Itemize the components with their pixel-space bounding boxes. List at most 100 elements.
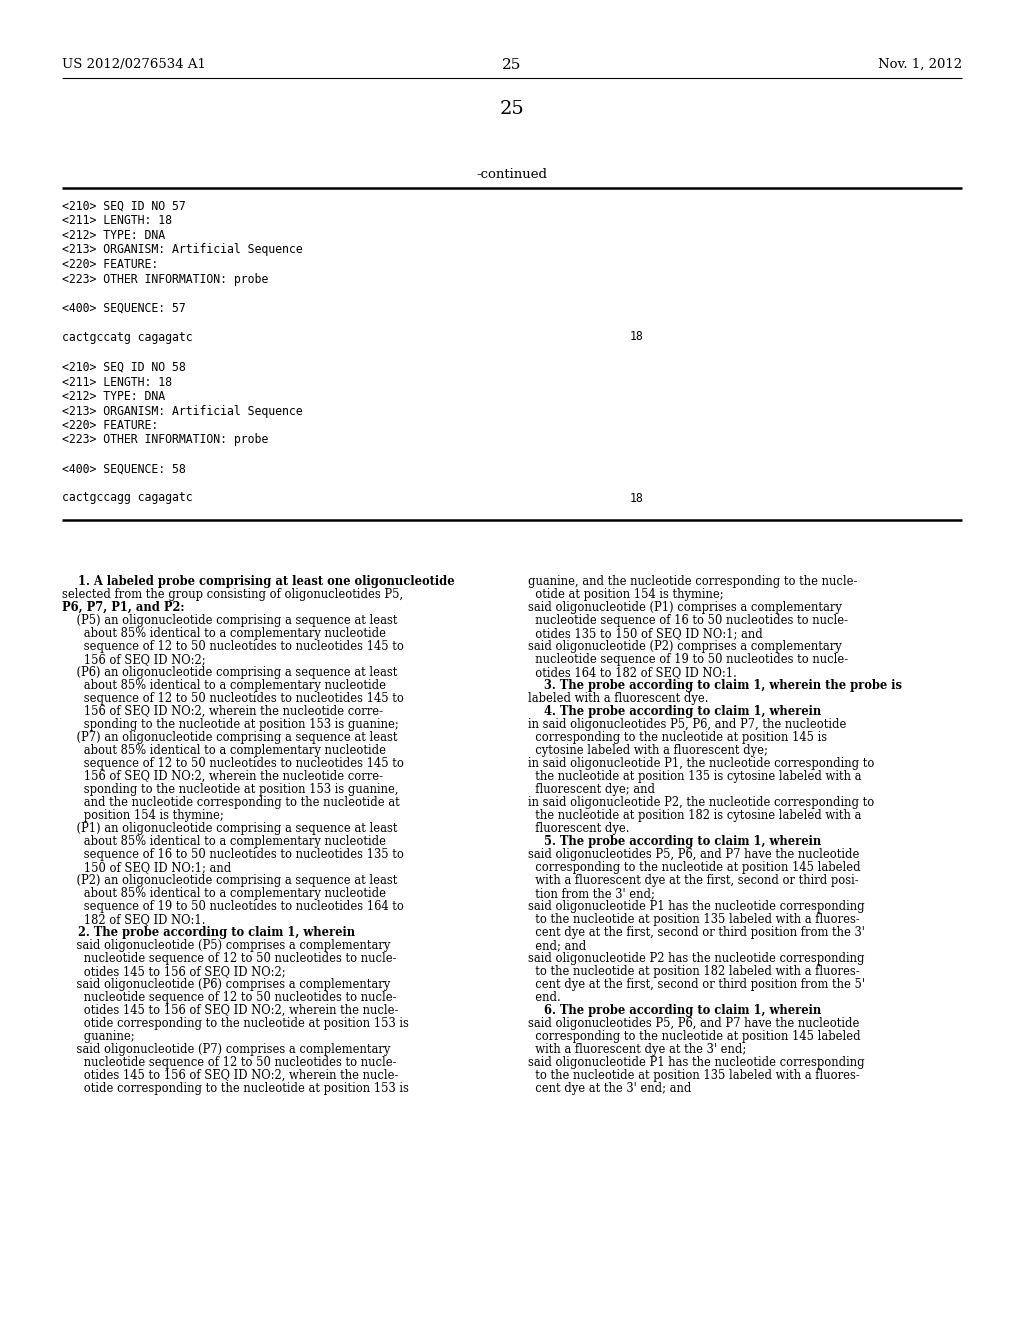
Text: <400> SEQUENCE: 58: <400> SEQUENCE: 58	[62, 462, 185, 475]
Text: sequence of 12 to 50 nucleotides to nucleotides 145 to: sequence of 12 to 50 nucleotides to nucl…	[62, 756, 403, 770]
Text: 182 of SEQ ID NO:1.: 182 of SEQ ID NO:1.	[62, 913, 206, 927]
Text: 18: 18	[630, 491, 644, 504]
Text: guanine;: guanine;	[62, 1030, 134, 1043]
Text: otides 145 to 156 of SEQ ID NO:2, wherein the nucle-: otides 145 to 156 of SEQ ID NO:2, wherei…	[62, 1069, 398, 1082]
Text: the nucleotide at position 135 is cytosine labeled with a: the nucleotide at position 135 is cytosi…	[528, 770, 861, 783]
Text: <210> SEQ ID NO 58: <210> SEQ ID NO 58	[62, 360, 185, 374]
Text: otides 164 to 182 of SEQ ID NO:1.: otides 164 to 182 of SEQ ID NO:1.	[528, 667, 737, 678]
Text: 156 of SEQ ID NO:2, wherein the nucleotide corre-: 156 of SEQ ID NO:2, wherein the nucleoti…	[62, 770, 383, 783]
Text: (P2) an oligonucleotide comprising a sequence at least: (P2) an oligonucleotide comprising a seq…	[62, 874, 397, 887]
Text: with a fluorescent dye at the 3' end;: with a fluorescent dye at the 3' end;	[528, 1043, 746, 1056]
Text: (P5) an oligonucleotide comprising a sequence at least: (P5) an oligonucleotide comprising a seq…	[62, 614, 397, 627]
Text: 3. The probe according to claim 1, wherein the probe is: 3. The probe according to claim 1, where…	[528, 678, 902, 692]
Text: about 85% identical to a complementary nucleotide: about 85% identical to a complementary n…	[62, 627, 386, 640]
Text: to the nucleotide at position 135 labeled with a fluores-: to the nucleotide at position 135 labele…	[528, 913, 860, 927]
Text: <210> SEQ ID NO 57: <210> SEQ ID NO 57	[62, 201, 185, 213]
Text: <220> FEATURE:: <220> FEATURE:	[62, 257, 159, 271]
Text: about 85% identical to a complementary nucleotide: about 85% identical to a complementary n…	[62, 744, 386, 756]
Text: and the nucleotide corresponding to the nucleotide at: and the nucleotide corresponding to the …	[62, 796, 399, 809]
Text: otides 135 to 150 of SEQ ID NO:1; and: otides 135 to 150 of SEQ ID NO:1; and	[528, 627, 763, 640]
Text: sponding to the nucleotide at position 153 is guanine,: sponding to the nucleotide at position 1…	[62, 783, 398, 796]
Text: fluorescent dye.: fluorescent dye.	[528, 822, 630, 836]
Text: 150 of SEQ ID NO:1; and: 150 of SEQ ID NO:1; and	[62, 861, 231, 874]
Text: said oligonucleotide (P6) comprises a complementary: said oligonucleotide (P6) comprises a co…	[62, 978, 390, 991]
Text: <400> SEQUENCE: 57: <400> SEQUENCE: 57	[62, 301, 185, 314]
Text: otides 145 to 156 of SEQ ID NO:2, wherein the nucle-: otides 145 to 156 of SEQ ID NO:2, wherei…	[62, 1005, 398, 1016]
Text: cent dye at the first, second or third position from the 5': cent dye at the first, second or third p…	[528, 978, 865, 991]
Text: cactgccatg cagagatc: cactgccatg cagagatc	[62, 330, 193, 343]
Text: sequence of 19 to 50 nucleotides to nucleotides 164 to: sequence of 19 to 50 nucleotides to nucl…	[62, 900, 403, 913]
Text: nucleotide sequence of 12 to 50 nucleotides to nucle-: nucleotide sequence of 12 to 50 nucleoti…	[62, 991, 396, 1005]
Text: corresponding to the nucleotide at position 145 labeled: corresponding to the nucleotide at posit…	[528, 1030, 860, 1043]
Text: (P6) an oligonucleotide comprising a sequence at least: (P6) an oligonucleotide comprising a seq…	[62, 667, 397, 678]
Text: in said oligonucleotide P1, the nucleotide corresponding to: in said oligonucleotide P1, the nucleoti…	[528, 756, 874, 770]
Text: <213> ORGANISM: Artificial Sequence: <213> ORGANISM: Artificial Sequence	[62, 243, 303, 256]
Text: cytosine labeled with a fluorescent dye;: cytosine labeled with a fluorescent dye;	[528, 744, 768, 756]
Text: cent dye at the first, second or third position from the 3': cent dye at the first, second or third p…	[528, 927, 865, 939]
Text: to the nucleotide at position 182 labeled with a fluores-: to the nucleotide at position 182 labele…	[528, 965, 859, 978]
Text: 156 of SEQ ID NO:2;: 156 of SEQ ID NO:2;	[62, 653, 206, 667]
Text: about 85% identical to a complementary nucleotide: about 85% identical to a complementary n…	[62, 887, 386, 900]
Text: the nucleotide at position 182 is cytosine labeled with a: the nucleotide at position 182 is cytosi…	[528, 809, 861, 822]
Text: end.: end.	[528, 991, 561, 1005]
Text: said oligonucleotide (P1) comprises a complementary: said oligonucleotide (P1) comprises a co…	[528, 601, 842, 614]
Text: <223> OTHER INFORMATION: probe: <223> OTHER INFORMATION: probe	[62, 433, 268, 446]
Text: P6, P7, P1, and P2:: P6, P7, P1, and P2:	[62, 601, 184, 614]
Text: <220> FEATURE:: <220> FEATURE:	[62, 418, 159, 432]
Text: 18: 18	[630, 330, 644, 343]
Text: nucleotide sequence of 16 to 50 nucleotides to nucle-: nucleotide sequence of 16 to 50 nucleoti…	[528, 614, 848, 627]
Text: labeled with a fluorescent dye.: labeled with a fluorescent dye.	[528, 692, 709, 705]
Text: <211> LENGTH: 18: <211> LENGTH: 18	[62, 375, 172, 388]
Text: sequence of 16 to 50 nucleotides to nucleotides 135 to: sequence of 16 to 50 nucleotides to nucl…	[62, 847, 403, 861]
Text: to the nucleotide at position 135 labeled with a fluores-: to the nucleotide at position 135 labele…	[528, 1069, 860, 1082]
Text: sponding to the nucleotide at position 153 is guanine;: sponding to the nucleotide at position 1…	[62, 718, 398, 731]
Text: said oligonucleotide P2 has the nucleotide corresponding: said oligonucleotide P2 has the nucleoti…	[528, 952, 864, 965]
Text: end; and: end; and	[528, 939, 587, 952]
Text: Nov. 1, 2012: Nov. 1, 2012	[878, 58, 962, 71]
Text: -continued: -continued	[476, 168, 548, 181]
Text: 5. The probe according to claim 1, wherein: 5. The probe according to claim 1, where…	[528, 836, 821, 847]
Text: said oligonucleotide P1 has the nucleotide corresponding: said oligonucleotide P1 has the nucleoti…	[528, 900, 864, 913]
Text: otide corresponding to the nucleotide at position 153 is: otide corresponding to the nucleotide at…	[62, 1016, 409, 1030]
Text: sequence of 12 to 50 nucleotides to nucleotides 145 to: sequence of 12 to 50 nucleotides to nucl…	[62, 640, 403, 653]
Text: otide at position 154 is thymine;: otide at position 154 is thymine;	[528, 587, 724, 601]
Text: fluorescent dye; and: fluorescent dye; and	[528, 783, 655, 796]
Text: cent dye at the 3' end; and: cent dye at the 3' end; and	[528, 1082, 691, 1096]
Text: <212> TYPE: DNA: <212> TYPE: DNA	[62, 389, 165, 403]
Text: corresponding to the nucleotide at position 145 is: corresponding to the nucleotide at posit…	[528, 731, 827, 744]
Text: sequence of 12 to 50 nucleotides to nucleotides 145 to: sequence of 12 to 50 nucleotides to nucl…	[62, 692, 403, 705]
Text: (P1) an oligonucleotide comprising a sequence at least: (P1) an oligonucleotide comprising a seq…	[62, 822, 397, 836]
Text: corresponding to the nucleotide at position 145 labeled: corresponding to the nucleotide at posit…	[528, 861, 860, 874]
Text: nucleotide sequence of 19 to 50 nucleotides to nucle-: nucleotide sequence of 19 to 50 nucleoti…	[528, 653, 848, 667]
Text: 156 of SEQ ID NO:2, wherein the nucleotide corre-: 156 of SEQ ID NO:2, wherein the nucleoti…	[62, 705, 383, 718]
Text: said oligonucleotide P1 has the nucleotide corresponding: said oligonucleotide P1 has the nucleoti…	[528, 1056, 864, 1069]
Text: in said oligonucleotide P2, the nucleotide corresponding to: in said oligonucleotide P2, the nucleoti…	[528, 796, 874, 809]
Text: 25: 25	[500, 100, 524, 117]
Text: said oligonucleotides P5, P6, and P7 have the nucleotide: said oligonucleotides P5, P6, and P7 hav…	[528, 1016, 859, 1030]
Text: 2. The probe according to claim 1, wherein: 2. The probe according to claim 1, where…	[62, 927, 355, 939]
Text: position 154 is thymine;: position 154 is thymine;	[62, 809, 224, 822]
Text: otides 145 to 156 of SEQ ID NO:2;: otides 145 to 156 of SEQ ID NO:2;	[62, 965, 286, 978]
Text: said oligonucleotide (P7) comprises a complementary: said oligonucleotide (P7) comprises a co…	[62, 1043, 390, 1056]
Text: said oligonucleotide (P5) comprises a complementary: said oligonucleotide (P5) comprises a co…	[62, 939, 390, 952]
Text: 25: 25	[503, 58, 521, 73]
Text: about 85% identical to a complementary nucleotide: about 85% identical to a complementary n…	[62, 678, 386, 692]
Text: cactgccagg cagagatc: cactgccagg cagagatc	[62, 491, 193, 504]
Text: otide corresponding to the nucleotide at position 153 is: otide corresponding to the nucleotide at…	[62, 1082, 409, 1096]
Text: (P7) an oligonucleotide comprising a sequence at least: (P7) an oligonucleotide comprising a seq…	[62, 731, 397, 744]
Text: about 85% identical to a complementary nucleotide: about 85% identical to a complementary n…	[62, 836, 386, 847]
Text: <223> OTHER INFORMATION: probe: <223> OTHER INFORMATION: probe	[62, 272, 268, 285]
Text: <213> ORGANISM: Artificial Sequence: <213> ORGANISM: Artificial Sequence	[62, 404, 303, 417]
Text: guanine, and the nucleotide corresponding to the nucle-: guanine, and the nucleotide correspondin…	[528, 576, 857, 587]
Text: in said oligonucleotides P5, P6, and P7, the nucleotide: in said oligonucleotides P5, P6, and P7,…	[528, 718, 847, 731]
Text: 4. The probe according to claim 1, wherein: 4. The probe according to claim 1, where…	[528, 705, 821, 718]
Text: 1. A labeled probe comprising at least one oligonucleotide: 1. A labeled probe comprising at least o…	[62, 576, 455, 587]
Text: said oligonucleotide (P2) comprises a complementary: said oligonucleotide (P2) comprises a co…	[528, 640, 842, 653]
Text: <211> LENGTH: 18: <211> LENGTH: 18	[62, 214, 172, 227]
Text: selected from the group consisting of oligonucleotides P5,: selected from the group consisting of ol…	[62, 587, 403, 601]
Text: with a fluorescent dye at the first, second or third posi-: with a fluorescent dye at the first, sec…	[528, 874, 859, 887]
Text: nucleotide sequence of 12 to 50 nucleotides to nucle-: nucleotide sequence of 12 to 50 nucleoti…	[62, 952, 396, 965]
Text: <212> TYPE: DNA: <212> TYPE: DNA	[62, 228, 165, 242]
Text: nucleotide sequence of 12 to 50 nucleotides to nucle-: nucleotide sequence of 12 to 50 nucleoti…	[62, 1056, 396, 1069]
Text: US 2012/0276534 A1: US 2012/0276534 A1	[62, 58, 206, 71]
